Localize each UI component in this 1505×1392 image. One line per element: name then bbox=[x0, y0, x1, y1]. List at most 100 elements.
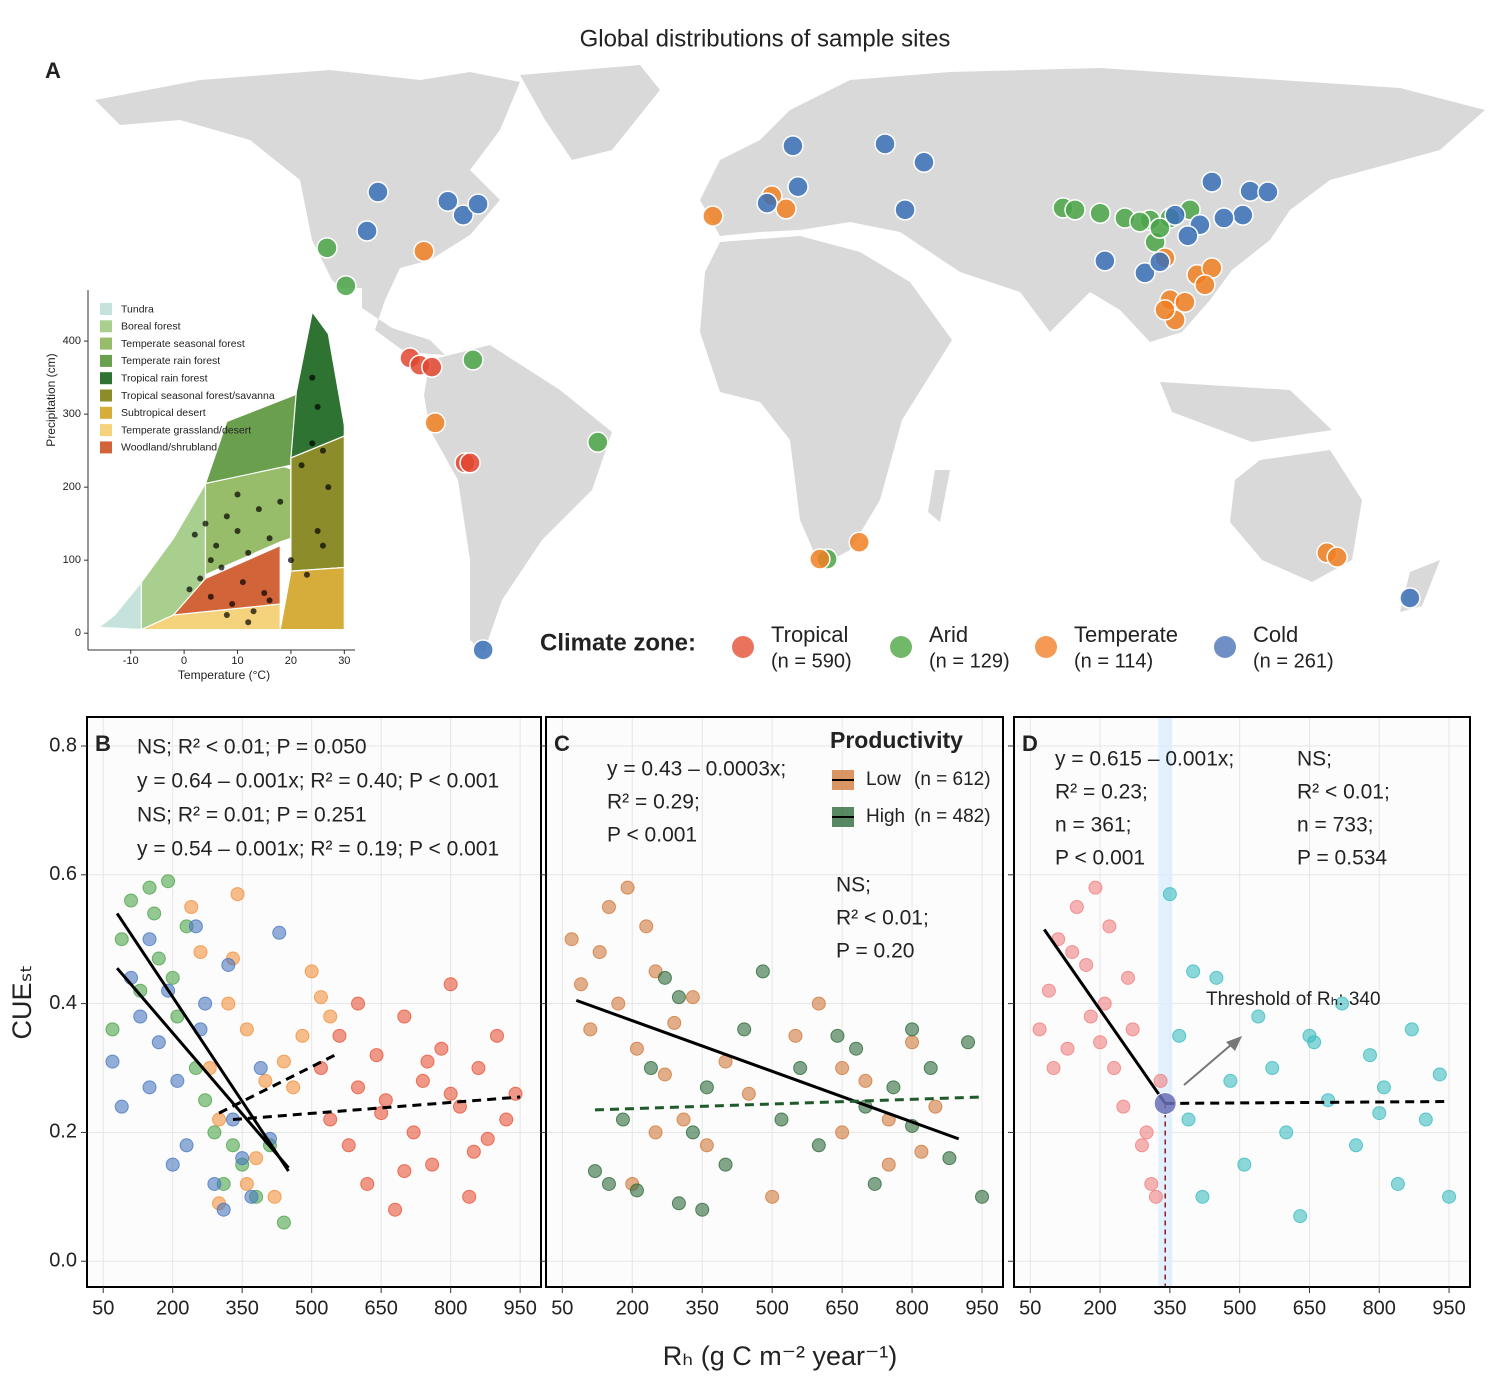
site-point bbox=[467, 193, 489, 215]
site-point bbox=[367, 181, 389, 203]
legend-marker bbox=[1035, 636, 1057, 658]
plot-frame bbox=[545, 716, 1004, 1288]
annotation: NS; bbox=[836, 874, 871, 897]
data-point bbox=[374, 1106, 389, 1121]
data-point bbox=[1376, 1080, 1391, 1095]
data-point bbox=[928, 1099, 943, 1114]
data-point bbox=[198, 996, 213, 1011]
legend-count: (n = 261) bbox=[1253, 650, 1334, 672]
data-point bbox=[124, 893, 139, 908]
data-point bbox=[849, 1041, 864, 1056]
x-tick-label: 10 bbox=[231, 655, 243, 667]
legend-swatch bbox=[100, 389, 112, 402]
data-point bbox=[114, 932, 129, 947]
data-point bbox=[323, 1112, 338, 1127]
site-point bbox=[1177, 225, 1199, 247]
data-point bbox=[406, 1125, 421, 1140]
land bbox=[1160, 382, 1332, 442]
annotation: P < 0.001 bbox=[607, 824, 697, 847]
sample-point bbox=[309, 374, 316, 381]
legend-label: Tundra bbox=[121, 303, 154, 315]
data-point bbox=[249, 1151, 264, 1166]
site-point bbox=[335, 275, 357, 297]
sample-point bbox=[250, 608, 257, 615]
sample-point bbox=[303, 571, 310, 578]
site-point bbox=[787, 176, 809, 198]
data-point bbox=[341, 1138, 356, 1153]
data-point bbox=[267, 1189, 282, 1204]
legend-swatch bbox=[100, 372, 112, 385]
data-point bbox=[793, 1061, 808, 1076]
data-point bbox=[867, 1176, 882, 1191]
data-point bbox=[105, 1054, 120, 1069]
data-point bbox=[699, 1080, 714, 1095]
data-point bbox=[629, 1183, 644, 1198]
data-point bbox=[253, 1061, 268, 1076]
legend-label: Temperate seasonal forest bbox=[121, 338, 245, 350]
data-point bbox=[443, 1086, 458, 1101]
x-tick-label: 200 bbox=[1083, 1297, 1116, 1319]
sample-point bbox=[319, 447, 326, 454]
legend-swatch bbox=[100, 441, 112, 454]
y-tick-label: 0.0 bbox=[49, 1250, 77, 1272]
site-point bbox=[1154, 299, 1176, 321]
x-tick-label: 800 bbox=[1363, 1297, 1396, 1319]
site-point bbox=[1213, 207, 1235, 229]
data-point bbox=[811, 996, 826, 1011]
x-tick-label: 30 bbox=[338, 655, 350, 667]
x-tick-label: 50 bbox=[1019, 1297, 1041, 1319]
legend-label: Arid bbox=[929, 622, 968, 647]
data-point bbox=[1237, 1157, 1252, 1172]
x-tick-label: 50 bbox=[92, 1297, 114, 1319]
legend-label: Tropical rain forest bbox=[121, 372, 208, 384]
legend-swatch bbox=[100, 337, 112, 350]
sample-point bbox=[298, 462, 305, 469]
data-point bbox=[466, 1144, 481, 1159]
site-point bbox=[437, 190, 459, 212]
data-point bbox=[142, 932, 157, 947]
data-point bbox=[1060, 1041, 1075, 1056]
x-tick-label: 200 bbox=[156, 1297, 189, 1319]
sample-point bbox=[223, 611, 230, 618]
data-point bbox=[1302, 1028, 1317, 1043]
data-point bbox=[1162, 887, 1177, 902]
fit-line bbox=[115, 967, 290, 1169]
data-point bbox=[886, 1080, 901, 1095]
data-point bbox=[425, 1157, 440, 1172]
plot-frame bbox=[1013, 716, 1471, 1288]
x-tick-label: 20 bbox=[285, 655, 297, 667]
y-tick-label: 0 bbox=[75, 627, 81, 639]
site-point bbox=[1149, 251, 1171, 273]
data-point bbox=[592, 945, 607, 960]
data-point bbox=[1390, 1176, 1405, 1191]
site-point bbox=[848, 531, 870, 553]
data-point bbox=[905, 1035, 920, 1050]
data-point bbox=[564, 932, 579, 947]
legend-count: (n = 129) bbox=[929, 650, 1010, 672]
site-point bbox=[452, 204, 474, 226]
legend-label: Temperate bbox=[1074, 622, 1178, 647]
legend-label: Temperate grassland/desert bbox=[121, 424, 251, 436]
panel-label: B bbox=[95, 731, 111, 756]
fit-line bbox=[232, 1095, 521, 1122]
data-point bbox=[1186, 964, 1201, 979]
data-point bbox=[1251, 1009, 1266, 1024]
annotation: y = 0.54 – 0.001x; R² = 0.19; P < 0.001 bbox=[137, 838, 499, 861]
data-point bbox=[105, 1022, 120, 1037]
data-point bbox=[179, 1138, 194, 1153]
data-point bbox=[147, 906, 162, 921]
y-tick-label: 0.8 bbox=[49, 734, 77, 756]
data-point bbox=[388, 1202, 403, 1217]
fit-line bbox=[575, 998, 960, 1141]
site-point bbox=[356, 220, 378, 242]
data-point bbox=[332, 1028, 347, 1043]
data-point bbox=[1321, 1093, 1336, 1108]
sample-point bbox=[213, 542, 220, 549]
data-point bbox=[151, 951, 166, 966]
data-point bbox=[1372, 1106, 1387, 1121]
land bbox=[700, 236, 952, 566]
data-point bbox=[671, 990, 686, 1005]
data-point bbox=[230, 887, 245, 902]
sample-point bbox=[255, 506, 262, 513]
data-point bbox=[142, 1080, 157, 1095]
